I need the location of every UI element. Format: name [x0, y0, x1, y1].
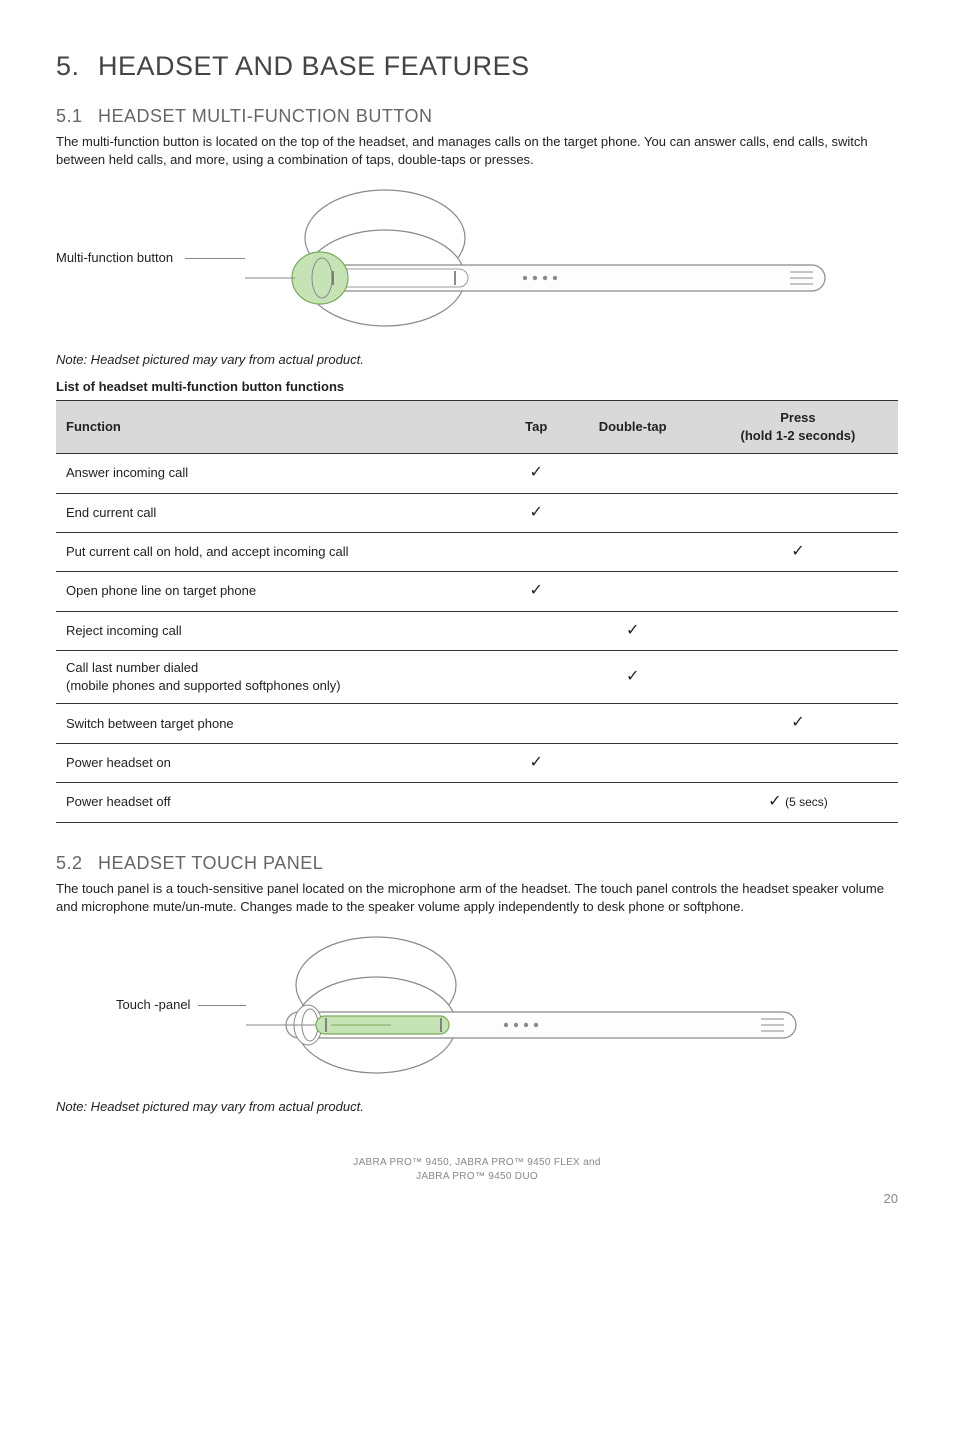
mfb-table: Function Tap Double-tap Press (hold 1-2 …	[56, 400, 898, 823]
cell-fn: Switch between target phone	[56, 704, 505, 743]
footer: JABRA PRO™ 9450, JABRA PRO™ 9450 FLEX an…	[56, 1156, 898, 1184]
cell-tap	[505, 783, 568, 822]
cell-dbl	[567, 743, 697, 782]
cell-press-check: ✓	[768, 793, 781, 810]
page-title: 5.HEADSET AND BASE FEATURES	[56, 48, 898, 86]
th-press: Press (hold 1-2 seconds)	[698, 400, 898, 453]
cell-press: ✓ (5 secs)	[698, 783, 898, 822]
section-5-2-title: 5.2HEADSET TOUCH PANEL	[56, 851, 898, 876]
s51-para: The multi-function button is located on …	[56, 133, 898, 169]
s52-note: Note: Headset pictured may vary from act…	[56, 1098, 898, 1116]
cell-fn: Power headset on	[56, 743, 505, 782]
touch-label: Touch -panel	[116, 996, 190, 1014]
cell-tap	[505, 532, 568, 571]
diagram-touch: Touch -panel	[116, 930, 898, 1080]
table-row: End current call ✓	[56, 493, 898, 532]
cell-press	[698, 493, 898, 532]
cell-press	[698, 743, 898, 782]
mfb-label: Multi-function button	[56, 249, 173, 267]
cell-dbl	[567, 532, 697, 571]
s52-num: 5.2	[56, 851, 98, 876]
cell-dbl	[567, 493, 697, 532]
cell-fn: End current call	[56, 493, 505, 532]
table-row: Call last number dialed (mobile phones a…	[56, 651, 898, 704]
s51-num: 5.1	[56, 104, 98, 129]
cell-dbl: ✓	[567, 611, 697, 650]
table-row: Reject incoming call ✓	[56, 611, 898, 650]
cell-fn: Reject incoming call	[56, 611, 505, 650]
h1-num: 5.	[56, 48, 98, 86]
cell-press: ✓	[698, 704, 898, 743]
s52-para: The touch panel is a touch-sensitive pan…	[56, 880, 898, 916]
cell-press	[698, 572, 898, 611]
table-row: Power headset off ✓ (5 secs)	[56, 783, 898, 822]
cell-tap	[505, 704, 568, 743]
cell-fn-l1: Call last number dialed	[66, 660, 198, 675]
cell-press-note: (5 secs)	[785, 795, 828, 809]
footer-l2: JABRA PRO™ 9450 DUO	[56, 1170, 898, 1184]
cell-tap: ✓	[505, 454, 568, 493]
diagram-mfb: Multi-function button	[56, 183, 898, 333]
table-row: Put current call on hold, and accept inc…	[56, 532, 898, 571]
cell-press	[698, 651, 898, 704]
th-press-l2: (hold 1-2 seconds)	[741, 428, 856, 443]
leader-line-2	[198, 1005, 246, 1006]
cell-fn: Power headset off	[56, 783, 505, 822]
s51-list-title: List of headset multi-function button fu…	[56, 378, 898, 396]
cell-dbl	[567, 783, 697, 822]
s52-title: HEADSET TOUCH PANEL	[98, 853, 323, 873]
cell-press: ✓	[698, 532, 898, 571]
table-row: Switch between target phone ✓	[56, 704, 898, 743]
s51-note: Note: Headset pictured may vary from act…	[56, 351, 898, 369]
cell-press	[698, 454, 898, 493]
section-5-1-title: 5.1HEADSET MULTI-FUNCTION BUTTON	[56, 104, 898, 129]
cell-tap	[505, 611, 568, 650]
cell-dbl	[567, 454, 697, 493]
page-number: 20	[56, 1190, 898, 1208]
headset-svg-2	[246, 930, 806, 1080]
footer-l1: JABRA PRO™ 9450, JABRA PRO™ 9450 FLEX an…	[56, 1156, 898, 1170]
th-tap: Tap	[505, 400, 568, 453]
cell-dbl	[567, 704, 697, 743]
cell-fn: Put current call on hold, and accept inc…	[56, 532, 505, 571]
table-row: Power headset on ✓	[56, 743, 898, 782]
headset-svg-1	[245, 183, 845, 333]
h1-text: HEADSET AND BASE FEATURES	[98, 51, 530, 81]
cell-dbl: ✓	[567, 651, 697, 704]
cell-tap: ✓	[505, 493, 568, 532]
table-row: Open phone line on target phone ✓	[56, 572, 898, 611]
cell-press	[698, 611, 898, 650]
cell-tap	[505, 651, 568, 704]
cell-dbl	[567, 572, 697, 611]
th-double-tap: Double-tap	[567, 400, 697, 453]
leader-line	[185, 258, 245, 259]
th-press-l1: Press	[780, 410, 815, 425]
cell-fn: Open phone line on target phone	[56, 572, 505, 611]
cell-tap: ✓	[505, 572, 568, 611]
th-function: Function	[56, 400, 505, 453]
cell-fn: Answer incoming call	[56, 454, 505, 493]
s51-title: HEADSET MULTI-FUNCTION BUTTON	[98, 106, 433, 126]
cell-fn-l2: (mobile phones and supported softphones …	[66, 678, 341, 693]
table-row: Answer incoming call ✓	[56, 454, 898, 493]
cell-fn: Call last number dialed (mobile phones a…	[56, 651, 505, 704]
cell-tap: ✓	[505, 743, 568, 782]
